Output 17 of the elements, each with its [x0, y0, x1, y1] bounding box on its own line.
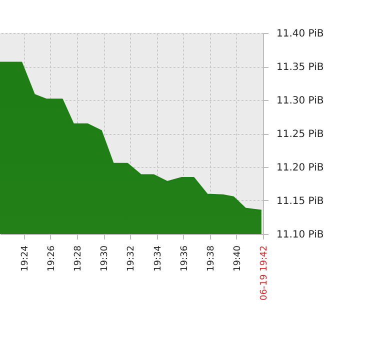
x-tick-label: 19:32	[126, 246, 137, 272]
x-tick-label: 19:28	[74, 245, 84, 272]
y-tick-label: 11.10 PiB	[276, 230, 324, 240]
x-tick-label: 19:24	[20, 245, 30, 272]
x-tick-label: 19:40	[232, 245, 243, 272]
y-tick-label: 11.15 PiB	[276, 196, 324, 207]
y-tick-label: 11.30 PiB	[276, 96, 324, 106]
x-tick-label: 06-19 19:42	[260, 246, 270, 300]
x-tick-label: 19:30	[100, 245, 110, 272]
x-tick-label: 19:36	[180, 245, 190, 272]
y-tick-label: 11.35 PiB	[276, 62, 324, 73]
x-tick-label: 19:38	[206, 245, 216, 272]
y-tick-label: 11.20 PiB	[276, 162, 324, 174]
y-tick-label: 11.40 PiB	[276, 28, 324, 40]
x-tick-label: 19:26	[46, 245, 57, 272]
y-tick-label: 11.25 PiB	[276, 129, 324, 140]
x-tick-label: 19:34	[153, 245, 164, 272]
